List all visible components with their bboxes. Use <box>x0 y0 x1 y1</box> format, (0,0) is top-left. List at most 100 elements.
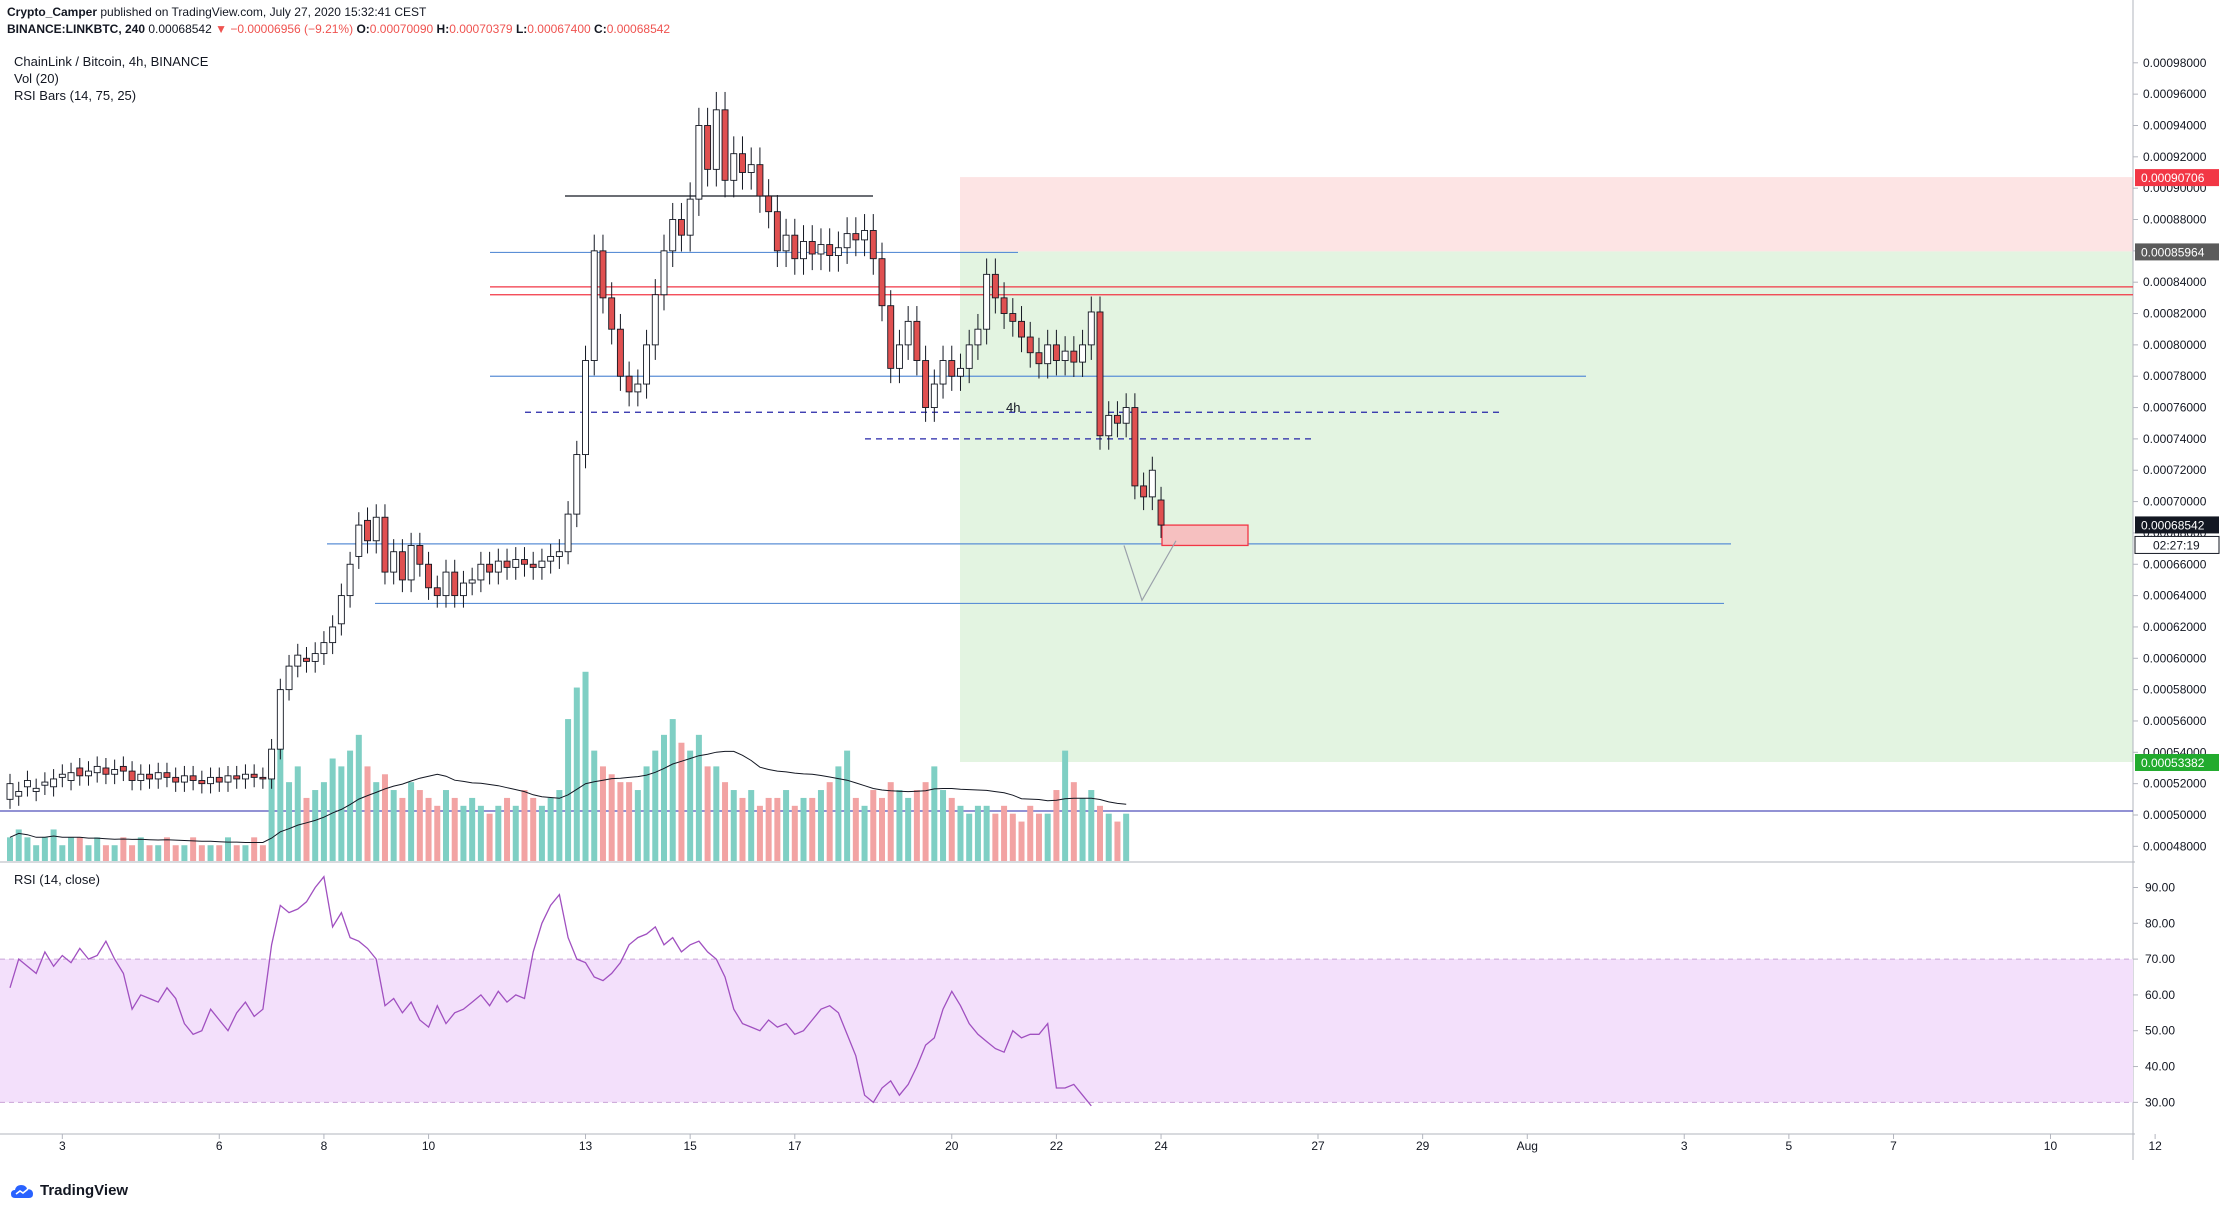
legend-volume[interactable]: Vol (20) <box>14 71 59 86</box>
candle-body[interactable] <box>1105 414 1113 437</box>
stop-loss-zone[interactable] <box>960 177 2133 252</box>
candle-body[interactable] <box>660 250 668 296</box>
candle-body[interactable] <box>747 164 755 173</box>
candle-body[interactable] <box>765 195 773 213</box>
candle-body[interactable] <box>233 775 241 780</box>
candle-body[interactable] <box>1113 414 1121 424</box>
candle-body[interactable] <box>285 665 293 691</box>
candle-body[interactable] <box>1052 344 1060 361</box>
legend-rsi[interactable]: RSI (14, close) <box>14 872 100 887</box>
candle-body[interactable] <box>1157 499 1165 526</box>
legend-title[interactable]: ChainLink / Bitcoin, 4h, BINANCE <box>14 54 209 69</box>
candle-body[interactable] <box>608 297 616 330</box>
candle-body[interactable] <box>599 250 607 299</box>
candle-body[interactable] <box>721 109 729 181</box>
candle-body[interactable] <box>390 551 398 573</box>
candle-body[interactable] <box>616 328 624 377</box>
candle-body[interactable] <box>1009 313 1017 322</box>
candle-body[interactable] <box>547 555 555 562</box>
candle-body[interactable] <box>817 244 825 255</box>
candle-body[interactable] <box>50 778 58 788</box>
candle-body[interactable] <box>826 244 834 257</box>
candle-body[interactable] <box>887 305 895 369</box>
candle-body[interactable] <box>215 776 223 783</box>
candle-body[interactable] <box>58 773 66 778</box>
candle-body[interactable] <box>1096 311 1104 437</box>
candle-body[interactable] <box>41 781 49 786</box>
candle-body[interactable] <box>590 250 598 361</box>
candle-body[interactable] <box>739 153 746 173</box>
candle-body[interactable] <box>172 776 180 783</box>
candle-body[interactable] <box>756 164 764 197</box>
candle-body[interactable] <box>146 773 153 780</box>
candle-body[interactable] <box>381 516 389 573</box>
candle-body[interactable] <box>686 198 694 236</box>
candle-body[interactable] <box>1061 350 1069 361</box>
candle-body[interactable] <box>625 375 633 393</box>
candle-body[interactable] <box>852 233 860 241</box>
candle-body[interactable] <box>904 320 912 346</box>
candle-body[interactable] <box>1087 311 1095 346</box>
candle-body[interactable] <box>23 780 31 788</box>
candle-body[interactable] <box>250 773 258 778</box>
candle-body[interactable] <box>119 765 127 772</box>
candle-body[interactable] <box>643 344 651 385</box>
candle-body[interactable] <box>948 360 956 377</box>
candle-body[interactable] <box>730 153 738 181</box>
candle-body[interactable] <box>1131 407 1139 487</box>
candle-body[interactable] <box>102 767 110 775</box>
candle-body[interactable] <box>529 563 537 568</box>
candle-body[interactable] <box>320 642 328 655</box>
candle-body[interactable] <box>494 560 502 573</box>
user-drawings[interactable]: 4h <box>327 195 2133 605</box>
tradingview-brand[interactable]: TradingView <box>10 1182 128 1199</box>
candle-body[interactable] <box>1148 469 1156 498</box>
candle-body[interactable] <box>913 320 921 361</box>
candle-body[interactable] <box>1140 485 1148 498</box>
candle-body[interactable] <box>259 776 267 780</box>
candle-body[interactable] <box>268 748 276 780</box>
candle-body[interactable] <box>163 772 171 778</box>
candle-body[interactable] <box>154 772 162 780</box>
candle-body[interactable] <box>695 125 703 200</box>
candle-body[interactable] <box>311 653 319 662</box>
candle-body[interactable] <box>398 551 406 581</box>
candle-body[interactable] <box>1079 344 1087 363</box>
candle-body[interactable] <box>791 234 799 260</box>
candle-body[interactable] <box>712 109 720 170</box>
candle-body[interactable] <box>32 787 40 792</box>
price-candles[interactable] <box>6 91 1165 809</box>
candle-body[interactable] <box>364 519 371 542</box>
candle-body[interactable] <box>416 545 424 565</box>
candle-body[interactable] <box>704 125 712 170</box>
candle-body[interactable] <box>468 579 476 584</box>
candle-body[interactable] <box>329 626 337 644</box>
candle-body[interactable] <box>922 360 930 409</box>
candle-body[interactable] <box>808 240 816 255</box>
candle-body[interactable] <box>1044 344 1052 365</box>
candle-body[interactable] <box>1122 407 1130 424</box>
candle-body[interactable] <box>224 775 232 783</box>
candle-body[interactable] <box>67 772 75 781</box>
risk-reward-zones[interactable] <box>960 177 2133 762</box>
candle-body[interactable] <box>111 769 119 775</box>
candle-body[interactable] <box>582 360 589 456</box>
candle-body[interactable] <box>303 657 310 662</box>
candle-body[interactable] <box>241 773 249 780</box>
candle-body[interactable] <box>965 344 973 369</box>
candle-body[interactable] <box>180 775 188 783</box>
candle-body[interactable] <box>555 551 563 557</box>
candle-body[interactable] <box>512 559 520 568</box>
take-profit-zone[interactable] <box>960 251 2133 762</box>
candle-body[interactable] <box>1070 350 1078 363</box>
rsi-line[interactable] <box>9 875 1092 1107</box>
candle-body[interactable] <box>355 524 363 557</box>
candle-body[interactable] <box>346 563 354 597</box>
candle-body[interactable] <box>564 513 572 553</box>
candle-body[interactable] <box>895 344 903 369</box>
candle-body[interactable] <box>76 767 84 777</box>
candle-body[interactable] <box>425 563 433 589</box>
candle-body[interactable] <box>477 563 485 581</box>
candle-body[interactable] <box>207 776 215 785</box>
candle-body[interactable] <box>442 571 450 597</box>
